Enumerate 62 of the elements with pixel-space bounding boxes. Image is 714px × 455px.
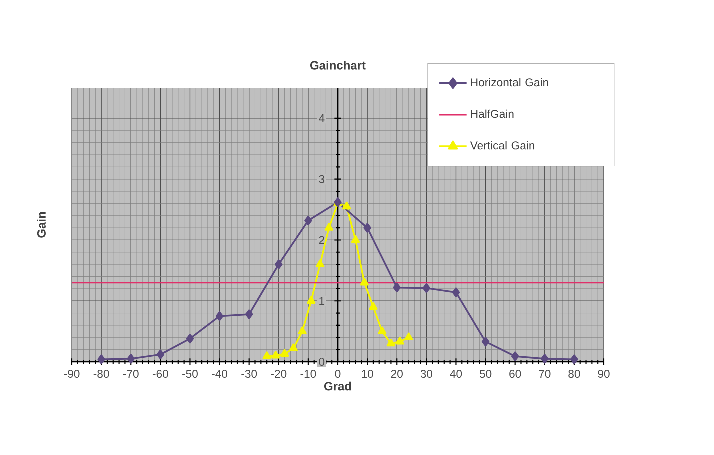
y-tick-label: 2 bbox=[319, 236, 324, 244]
x-tick-label: -90 bbox=[64, 370, 80, 378]
point bbox=[324, 223, 334, 231]
x-tick-label: -80 bbox=[94, 370, 110, 378]
x-tick-label: 80 bbox=[568, 370, 580, 378]
x-tick-label: 50 bbox=[480, 370, 492, 378]
point bbox=[541, 354, 549, 364]
point bbox=[272, 351, 280, 359]
point bbox=[351, 235, 360, 244]
legend-label: Horizontal Gain bbox=[471, 78, 548, 87]
point bbox=[289, 344, 298, 352]
point bbox=[262, 352, 272, 360]
chart-title: Gainchart bbox=[310, 60, 366, 70]
point bbox=[307, 296, 316, 304]
point bbox=[245, 310, 254, 320]
point bbox=[98, 354, 106, 364]
point bbox=[364, 223, 372, 233]
point bbox=[396, 337, 404, 345]
x-tick-label: 10 bbox=[362, 370, 374, 378]
point bbox=[452, 288, 460, 298]
x-tick-label: -70 bbox=[123, 370, 139, 378]
point bbox=[393, 282, 401, 293]
x-tick-label: -10 bbox=[300, 370, 316, 378]
point bbox=[342, 202, 352, 210]
y-tick-label: 3 bbox=[319, 175, 325, 184]
x-tick-label: -40 bbox=[212, 370, 228, 378]
point bbox=[216, 311, 224, 322]
x-tick-label: 20 bbox=[391, 370, 403, 378]
point bbox=[482, 337, 490, 347]
x-axis-title: Grad bbox=[324, 382, 352, 391]
x-tick-label: -50 bbox=[182, 370, 198, 378]
point bbox=[378, 326, 387, 334]
x-tick-label: -60 bbox=[152, 370, 168, 378]
x-tick-label: 70 bbox=[539, 370, 551, 378]
point bbox=[127, 354, 135, 364]
point bbox=[570, 354, 578, 364]
x-tick-label: 60 bbox=[510, 370, 522, 378]
point bbox=[304, 216, 312, 226]
point bbox=[316, 260, 325, 268]
point bbox=[360, 278, 369, 286]
legend-label: Vertical Gain bbox=[470, 141, 535, 150]
point bbox=[298, 326, 307, 334]
point bbox=[186, 334, 194, 344]
point bbox=[156, 350, 165, 360]
legend-label: HalfGain bbox=[471, 110, 514, 118]
x-tick-label: 40 bbox=[450, 370, 462, 378]
x-tick-label: -30 bbox=[242, 370, 258, 378]
y-tick-label: 4 bbox=[319, 114, 325, 122]
point bbox=[280, 349, 290, 357]
point bbox=[422, 283, 431, 294]
x-tick-label: 30 bbox=[420, 370, 433, 378]
point bbox=[369, 302, 378, 310]
point bbox=[275, 260, 283, 270]
point bbox=[511, 352, 520, 362]
x-tick-label: -20 bbox=[271, 370, 287, 378]
point bbox=[386, 338, 396, 347]
x-tick-label: 0 bbox=[335, 370, 341, 378]
point bbox=[404, 332, 414, 341]
y-tick-label: 1 bbox=[320, 297, 325, 306]
y-axis-title: Gain bbox=[37, 212, 46, 238]
x-tick-label: 90 bbox=[598, 370, 610, 378]
y-tick-label: 0 bbox=[319, 358, 325, 366]
